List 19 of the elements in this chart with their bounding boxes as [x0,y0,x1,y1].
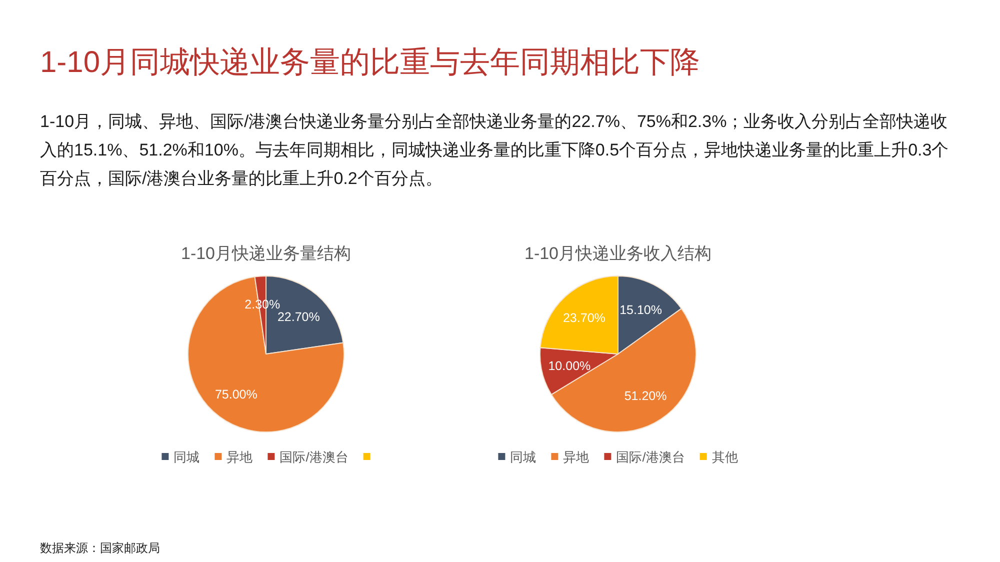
chart-title: 1-10月快递业务量结构 [180,244,352,263]
data-label: 10.00% [548,359,591,373]
data-label: 75.00% [214,388,258,402]
source-note: 数据来源：国家邮政局 [40,541,160,555]
data-label: 15.10% [620,303,662,318]
legend-label: 国际/港澳台 [616,450,685,464]
legend-label: 同城 [510,450,536,464]
chart-title: 1-10月快递业务收入结构 [524,244,712,263]
data-label: 51.20% [624,389,667,404]
data-label: 23.70% [562,310,606,325]
legend-label: 其他 [712,450,738,464]
legend-label: 异地 [226,450,253,464]
legend-label: 同城 [174,450,200,464]
legend-label: 异地 [563,450,590,464]
pie-slice [188,276,344,432]
text: 1-10月同城快递业务量的比重与去年同期相比下降 [40,46,700,79]
text: 1-10月，同城、异地、国际/港澳台快递业务量分别占全部快递业务量的22.7%、75%和2.3%；业务收入分别占全部快递收入的15.1%、51.2%和10%。与去年同期相比，同城快递业务量的比重下降0.5个百分点，异地快递业务量的比重上升0.3个百分点，国际/港澳台业务量的比重上升0.2个百分点。 [40,112,949,188]
data-label: 22.70% [277,310,320,324]
legend-label: 国际/港澳台 [280,450,348,464]
